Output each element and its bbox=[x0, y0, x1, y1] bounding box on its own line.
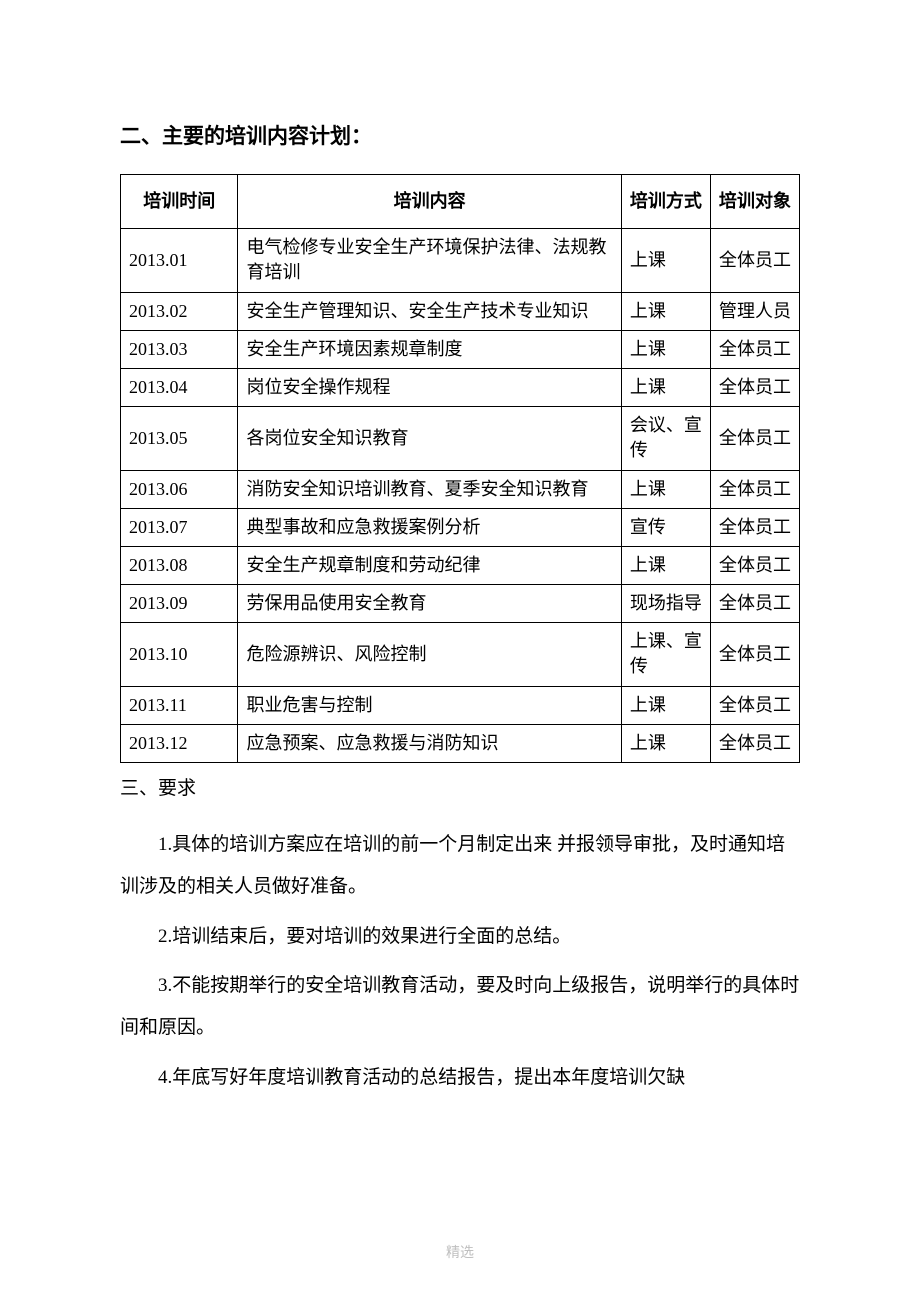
col-header-target: 培训对象 bbox=[710, 175, 799, 229]
section3-heading: 三、要求 bbox=[120, 773, 800, 800]
requirement-para-3: 3.不能按期举行的安全培训教育活动，要及时向上级报告，说明举行的具体时间和原因。 bbox=[120, 965, 800, 1049]
table-row: 2013.01电气检修专业安全生产环境保护法律、法规教育培训上课全体员工 bbox=[121, 229, 800, 292]
cell-target: 全体员工 bbox=[710, 508, 799, 546]
cell-time: 2013.04 bbox=[121, 368, 238, 406]
table-row: 2013.07典型事故和应急救援案例分析宣传全体员工 bbox=[121, 508, 800, 546]
cell-target: 全体员工 bbox=[710, 724, 799, 762]
cell-target: 全体员工 bbox=[710, 470, 799, 508]
requirement-para-4: 4.年底写好年度培训教育活动的总结报告，提出本年度培训欠缺 bbox=[120, 1057, 800, 1099]
cell-method: 上课 bbox=[621, 229, 710, 292]
cell-time: 2013.02 bbox=[121, 292, 238, 330]
cell-target: 全体员工 bbox=[710, 330, 799, 368]
cell-target: 管理人员 bbox=[710, 292, 799, 330]
table-row: 2013.05各岗位安全知识教育会议、宣传全体员工 bbox=[121, 407, 800, 470]
cell-time: 2013.09 bbox=[121, 585, 238, 623]
cell-content: 消防安全知识培训教育、夏季安全知识教育 bbox=[238, 470, 621, 508]
cell-target: 全体员工 bbox=[710, 546, 799, 584]
col-header-time: 培训时间 bbox=[121, 175, 238, 229]
cell-method: 上课 bbox=[621, 724, 710, 762]
cell-target: 全体员工 bbox=[710, 623, 799, 686]
cell-method: 上课 bbox=[621, 330, 710, 368]
cell-method: 宣传 bbox=[621, 508, 710, 546]
table-row: 2013.03安全生产环境因素规章制度上课全体员工 bbox=[121, 330, 800, 368]
requirement-para-1: 1.具体的培训方案应在培训的前一个月制定出来 并报领导审批，及时通知培训涉及的相… bbox=[120, 824, 800, 908]
cell-time: 2013.12 bbox=[121, 724, 238, 762]
table-row: 2013.11职业危害与控制上课全体员工 bbox=[121, 686, 800, 724]
cell-content: 应急预案、应急救援与消防知识 bbox=[238, 724, 621, 762]
cell-method: 上课 bbox=[621, 292, 710, 330]
cell-time: 2013.06 bbox=[121, 470, 238, 508]
cell-time: 2013.01 bbox=[121, 229, 238, 292]
cell-method: 上课 bbox=[621, 546, 710, 584]
cell-target: 全体员工 bbox=[710, 229, 799, 292]
section2-heading: 二、主要的培训内容计划： bbox=[120, 120, 800, 150]
cell-content: 各岗位安全知识教育 bbox=[238, 407, 621, 470]
cell-method: 现场指导 bbox=[621, 585, 710, 623]
cell-method: 上课 bbox=[621, 470, 710, 508]
training-plan-table: 培训时间 培训内容 培训方式 培训对象 2013.01电气检修专业安全生产环境保… bbox=[120, 174, 800, 763]
table-row: 2013.04岗位安全操作规程上课全体员工 bbox=[121, 368, 800, 406]
cell-content: 电气检修专业安全生产环境保护法律、法规教育培训 bbox=[238, 229, 621, 292]
cell-time: 2013.03 bbox=[121, 330, 238, 368]
cell-target: 全体员工 bbox=[710, 407, 799, 470]
cell-content: 岗位安全操作规程 bbox=[238, 368, 621, 406]
cell-time: 2013.11 bbox=[121, 686, 238, 724]
table-row: 2013.02安全生产管理知识、安全生产技术专业知识上课管理人员 bbox=[121, 292, 800, 330]
page-footer: 精选 bbox=[0, 1242, 920, 1262]
requirement-para-2: 2.培训结束后，要对培训的效果进行全面的总结。 bbox=[120, 916, 800, 958]
table-row: 2013.09劳保用品使用安全教育现场指导全体员工 bbox=[121, 585, 800, 623]
cell-content: 安全生产管理知识、安全生产技术专业知识 bbox=[238, 292, 621, 330]
cell-time: 2013.08 bbox=[121, 546, 238, 584]
table-body: 2013.01电气检修专业安全生产环境保护法律、法规教育培训上课全体员工 201… bbox=[121, 229, 800, 763]
cell-time: 2013.07 bbox=[121, 508, 238, 546]
col-header-method: 培训方式 bbox=[621, 175, 710, 229]
cell-method: 上课 bbox=[621, 368, 710, 406]
col-header-content: 培训内容 bbox=[238, 175, 621, 229]
table-row: 2013.10危险源辨识、风险控制上课、宣传全体员工 bbox=[121, 623, 800, 686]
cell-method: 上课、宣传 bbox=[621, 623, 710, 686]
cell-content: 危险源辨识、风险控制 bbox=[238, 623, 621, 686]
cell-content: 职业危害与控制 bbox=[238, 686, 621, 724]
cell-content: 安全生产规章制度和劳动纪律 bbox=[238, 546, 621, 584]
cell-content: 劳保用品使用安全教育 bbox=[238, 585, 621, 623]
cell-time: 2013.05 bbox=[121, 407, 238, 470]
cell-content: 典型事故和应急救援案例分析 bbox=[238, 508, 621, 546]
cell-time: 2013.10 bbox=[121, 623, 238, 686]
cell-target: 全体员工 bbox=[710, 686, 799, 724]
table-header-row: 培训时间 培训内容 培训方式 培训对象 bbox=[121, 175, 800, 229]
table-row: 2013.12应急预案、应急救援与消防知识上课全体员工 bbox=[121, 724, 800, 762]
cell-content: 安全生产环境因素规章制度 bbox=[238, 330, 621, 368]
cell-target: 全体员工 bbox=[710, 368, 799, 406]
cell-target: 全体员工 bbox=[710, 585, 799, 623]
table-row: 2013.06消防安全知识培训教育、夏季安全知识教育上课全体员工 bbox=[121, 470, 800, 508]
table-row: 2013.08安全生产规章制度和劳动纪律上课全体员工 bbox=[121, 546, 800, 584]
cell-method: 上课 bbox=[621, 686, 710, 724]
cell-method: 会议、宣传 bbox=[621, 407, 710, 470]
